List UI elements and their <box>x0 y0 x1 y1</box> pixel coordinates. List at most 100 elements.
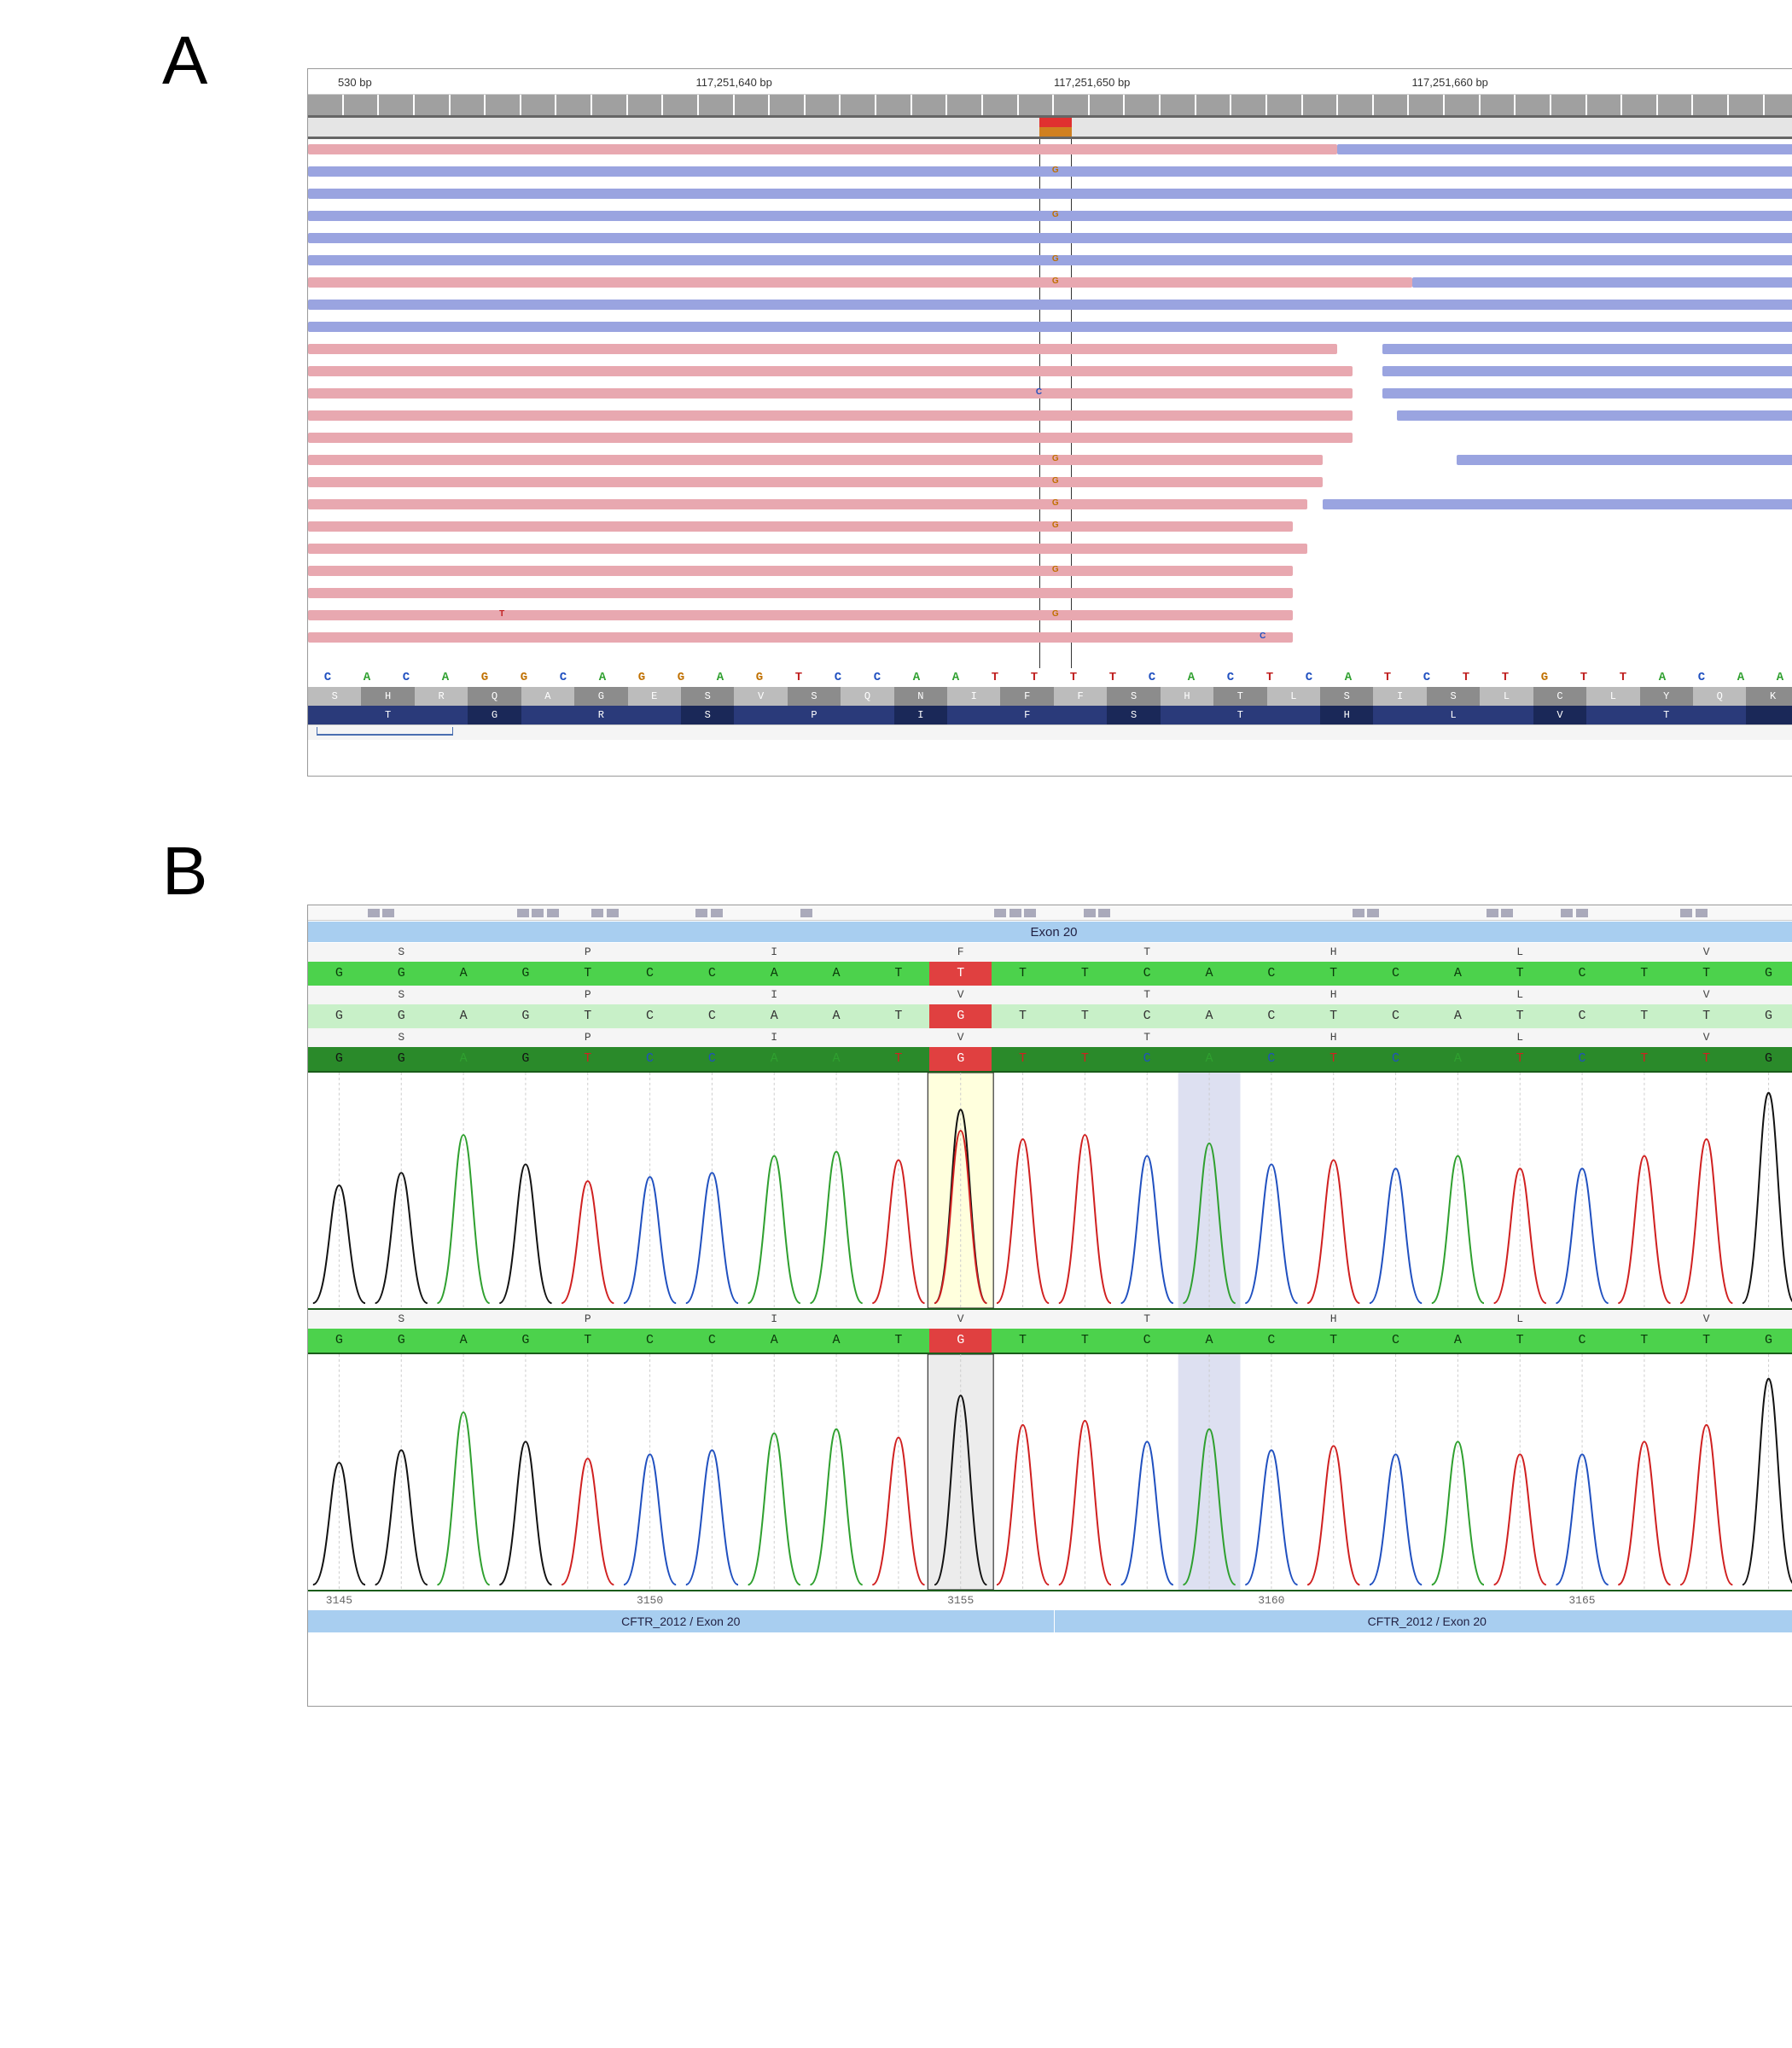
igv-read[interactable] <box>308 588 1293 598</box>
igv-read[interactable] <box>308 610 1293 620</box>
chrom-aa-cell: V <box>1675 1310 1737 1329</box>
igv-read[interactable] <box>308 477 1323 487</box>
chrom-base-cell: G <box>370 1004 433 1028</box>
igv-aa-cell: A <box>521 687 574 706</box>
chrom-base-cell: A <box>1427 1047 1489 1071</box>
igv-segment-track <box>308 95 1792 115</box>
igv-read[interactable] <box>308 433 1353 443</box>
igv-segment <box>415 95 449 115</box>
chrom-trace-2[interactable] <box>308 1353 1792 1591</box>
igv-aa-cell: R <box>415 687 468 706</box>
igv-read[interactable] <box>1323 499 1792 509</box>
chrom-aa-cell <box>1364 1028 1427 1047</box>
igv-read[interactable] <box>1412 277 1792 288</box>
igv-read[interactable] <box>308 344 1337 354</box>
chrom-base-cell: A <box>433 1329 495 1353</box>
chrom-aa-cell <box>1551 943 1614 962</box>
chrom-base-cell: A <box>433 1047 495 1071</box>
igv-read[interactable] <box>308 144 1337 154</box>
chrom-seq-reference: GGAGTCCAATTTTCACTCATCTTG <box>308 962 1792 986</box>
igv-read[interactable] <box>308 322 1792 332</box>
igv-aa-cell: Q <box>841 687 893 706</box>
chrom-base-cell: C <box>1364 1329 1427 1353</box>
chrom-scale-tick <box>1489 1591 1551 1610</box>
igv-read[interactable] <box>308 189 1792 199</box>
chrom-base-cell: T <box>1675 1004 1737 1028</box>
chrom-aa-cell <box>1178 943 1241 962</box>
igv-read[interactable] <box>1397 410 1792 421</box>
igv-read[interactable] <box>308 632 1293 643</box>
chrom-aa-cell <box>308 986 370 1004</box>
chrom-base-cell: C <box>681 962 743 986</box>
chrom-top-mark <box>1084 909 1096 917</box>
chrom-seq-sample1: GGAGTCCAATGTTCACTCATCTTG <box>308 1004 1792 1028</box>
chrom-aa-cell: I <box>743 1028 806 1047</box>
chrom-aa-cell <box>1240 943 1302 962</box>
igv-base: C <box>1132 668 1172 687</box>
chrom-aa-cell <box>619 943 681 962</box>
igv-read[interactable] <box>308 300 1792 310</box>
chrom-aa-cell <box>1240 1028 1302 1047</box>
igv-aa-track-1: SHRQAGESVSQNIFFSHTLSISLCLYQK <box>308 687 1792 706</box>
chrom-base-cell: T <box>556 962 619 986</box>
igv-read[interactable] <box>1382 388 1792 399</box>
igv-read[interactable] <box>308 233 1792 243</box>
igv-segment <box>1231 95 1265 115</box>
chrom-base-cell: T <box>1613 1047 1675 1071</box>
chrom-aa-row-4: SPIVTHLV <box>308 1310 1792 1329</box>
igv-footer <box>308 724 1792 740</box>
igv-segment <box>947 95 981 115</box>
igv-read[interactable] <box>1337 144 1792 154</box>
chrom-aa-cell <box>433 943 495 962</box>
igv-reads-track[interactable]: GGGGCGGGGGGTC <box>308 139 1792 668</box>
chrom-aa-row-1: SPIFTHLV <box>308 943 1792 962</box>
igv-segment <box>1303 95 1337 115</box>
panel-b-label: B <box>162 832 207 911</box>
igv-aa-cell: L <box>1427 706 1480 724</box>
igv-coverage-track[interactable] <box>308 115 1792 139</box>
igv-segment <box>344 95 378 115</box>
igv-read[interactable] <box>308 277 1412 288</box>
chrom-trace-1[interactable] <box>308 1071 1792 1310</box>
chrom-base-cell: C <box>681 1047 743 1071</box>
igv-read[interactable] <box>308 544 1307 554</box>
igv-read[interactable] <box>308 455 1323 465</box>
igv-segment <box>1765 95 1792 115</box>
igv-ruler[interactable]: 530 bp117,251,640 bp117,251,650 bp117,25… <box>308 69 1792 95</box>
igv-read[interactable] <box>308 499 1307 509</box>
chrom-top-mark <box>1353 909 1364 917</box>
chrom-base-cell: T <box>556 1047 619 1071</box>
igv-read[interactable] <box>308 388 1353 399</box>
chrom-base-cell: A <box>743 1047 806 1071</box>
igv-read[interactable] <box>308 521 1293 532</box>
igv-aa-cell: S <box>1107 687 1160 706</box>
igv-aa-cell <box>628 706 681 724</box>
igv-segment <box>486 95 520 115</box>
igv-aa-cell: H <box>361 687 414 706</box>
igv-segment <box>983 95 1017 115</box>
igv-read[interactable] <box>1457 455 1792 465</box>
igv-read[interactable] <box>1382 366 1792 376</box>
chromatogram-container[interactable]: Exon 20 SPIFTHLV GGAGTCCAATTTTCACTCATCTT… <box>307 905 1792 1707</box>
igv-segment <box>1481 95 1515 115</box>
igv-read[interactable] <box>1382 344 1792 354</box>
chrom-aa-cell: V <box>929 986 992 1004</box>
chrom-aa-cell <box>681 1028 743 1047</box>
igv-base: C <box>387 668 426 687</box>
chrom-base-cell: T <box>992 962 1054 986</box>
igv-read[interactable] <box>308 366 1353 376</box>
chrom-base-cell: A <box>1427 1329 1489 1353</box>
igv-aa-cell: S <box>1427 687 1480 706</box>
chrom-aa-cell <box>308 1028 370 1047</box>
igv-read[interactable] <box>308 566 1293 576</box>
igv-segment <box>521 95 556 115</box>
igv-container[interactable]: 530 bp117,251,640 bp117,251,650 bp117,25… <box>307 68 1792 777</box>
chrom-aa-cell: T <box>1116 943 1178 962</box>
igv-segment <box>735 95 769 115</box>
chrom-base-cell: A <box>1178 1047 1241 1071</box>
chrom-scale-tick <box>556 1591 619 1610</box>
igv-aa-cell: H <box>1320 706 1373 724</box>
igv-read[interactable] <box>308 410 1353 421</box>
igv-aa-cell: L <box>1267 687 1320 706</box>
igv-read-snp: G <box>1039 276 1072 286</box>
